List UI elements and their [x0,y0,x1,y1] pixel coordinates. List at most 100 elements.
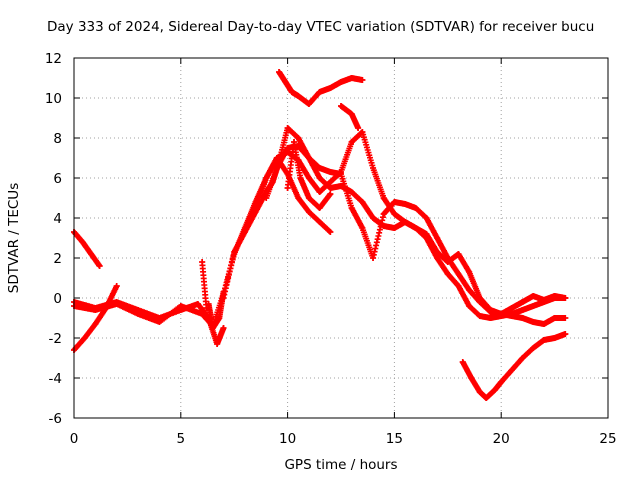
y-tick-label: 10 [45,91,62,107]
data-point [284,145,291,151]
series-markers [71,283,120,353]
data-point [263,175,270,181]
data-point [327,179,334,185]
data-point [434,255,441,261]
data-point [391,199,398,205]
data-point [455,283,462,289]
series-pass-11 [459,331,569,401]
data-point [476,313,483,319]
data-point [156,315,163,321]
data-point [476,299,483,305]
data-point [348,111,355,117]
x-tick-label: 10 [279,431,296,447]
x-tick-label: 15 [386,431,403,447]
series-pass-9 [276,69,366,107]
y-axis-label: SDTVAR / TECUs [6,183,22,293]
data-point [316,205,323,211]
grid-lines [74,58,608,418]
data-point [295,135,302,141]
series-pass-1 [71,229,103,269]
data-point [540,337,547,343]
data-point [423,231,430,237]
data-point [241,229,248,235]
data-point [135,307,142,313]
data-point [327,85,334,91]
data-point [519,315,526,321]
data-point [530,319,537,325]
data-point [327,169,334,175]
data-point [466,303,473,309]
data-point [81,335,88,341]
data-point [423,215,430,221]
y-tick-label: 0 [53,291,62,307]
data-point [113,299,120,305]
data-point [288,89,295,95]
data-point [338,103,344,109]
data-point [209,325,216,331]
data-point [359,129,366,135]
data-point [455,251,462,257]
data-point [220,325,227,331]
data-point [459,359,466,365]
data-point [540,321,547,327]
data-point [338,79,344,85]
x-tick-label: 20 [493,431,510,447]
data-point [199,259,206,265]
data-point [348,189,355,195]
series-markers [252,129,569,327]
data-point [498,379,505,385]
data-point [434,235,441,241]
data-point [562,315,569,321]
data-point [444,271,451,277]
data-point [316,175,323,181]
data-point [295,93,302,99]
data-point [96,263,103,269]
data-point [491,387,498,393]
data-point [216,315,223,321]
data-point [370,165,377,171]
data-point [305,155,312,161]
data-point [305,175,312,181]
data-point [327,191,334,197]
data-point [370,255,377,261]
x-tick-label: 25 [599,431,616,447]
data-point [263,195,270,201]
data-point [252,205,259,211]
series-markers [71,229,103,269]
data-point [466,287,473,293]
data-point [540,297,547,303]
data-point [295,195,302,201]
data-point [327,185,334,191]
data-point [444,255,451,261]
data-point [205,301,212,307]
data-point [276,69,283,75]
data-point [434,249,441,255]
data-point [519,355,526,361]
data-point [297,175,304,181]
data-point [291,139,298,145]
data-point [348,75,355,81]
data-point [468,375,475,381]
data-point [370,215,377,221]
data-point [316,89,323,95]
data-point [466,269,473,275]
data-point [88,251,95,257]
data-point [284,185,291,191]
x-tick-label: 0 [70,431,79,447]
data-point [391,225,398,231]
data-point [273,165,280,171]
plot-frame [73,57,609,419]
data-point [284,125,291,131]
data-point [402,219,409,225]
data-point [508,367,515,373]
data-point [348,139,355,145]
data-point [412,225,419,231]
y-tick-label: 2 [53,251,62,267]
data-point [282,79,289,85]
series-pass-8 [263,143,569,317]
data-point [487,309,494,315]
data-point [551,293,558,299]
x-tick-label: 5 [177,431,186,447]
series-markers [459,331,569,401]
data-point [327,229,334,235]
